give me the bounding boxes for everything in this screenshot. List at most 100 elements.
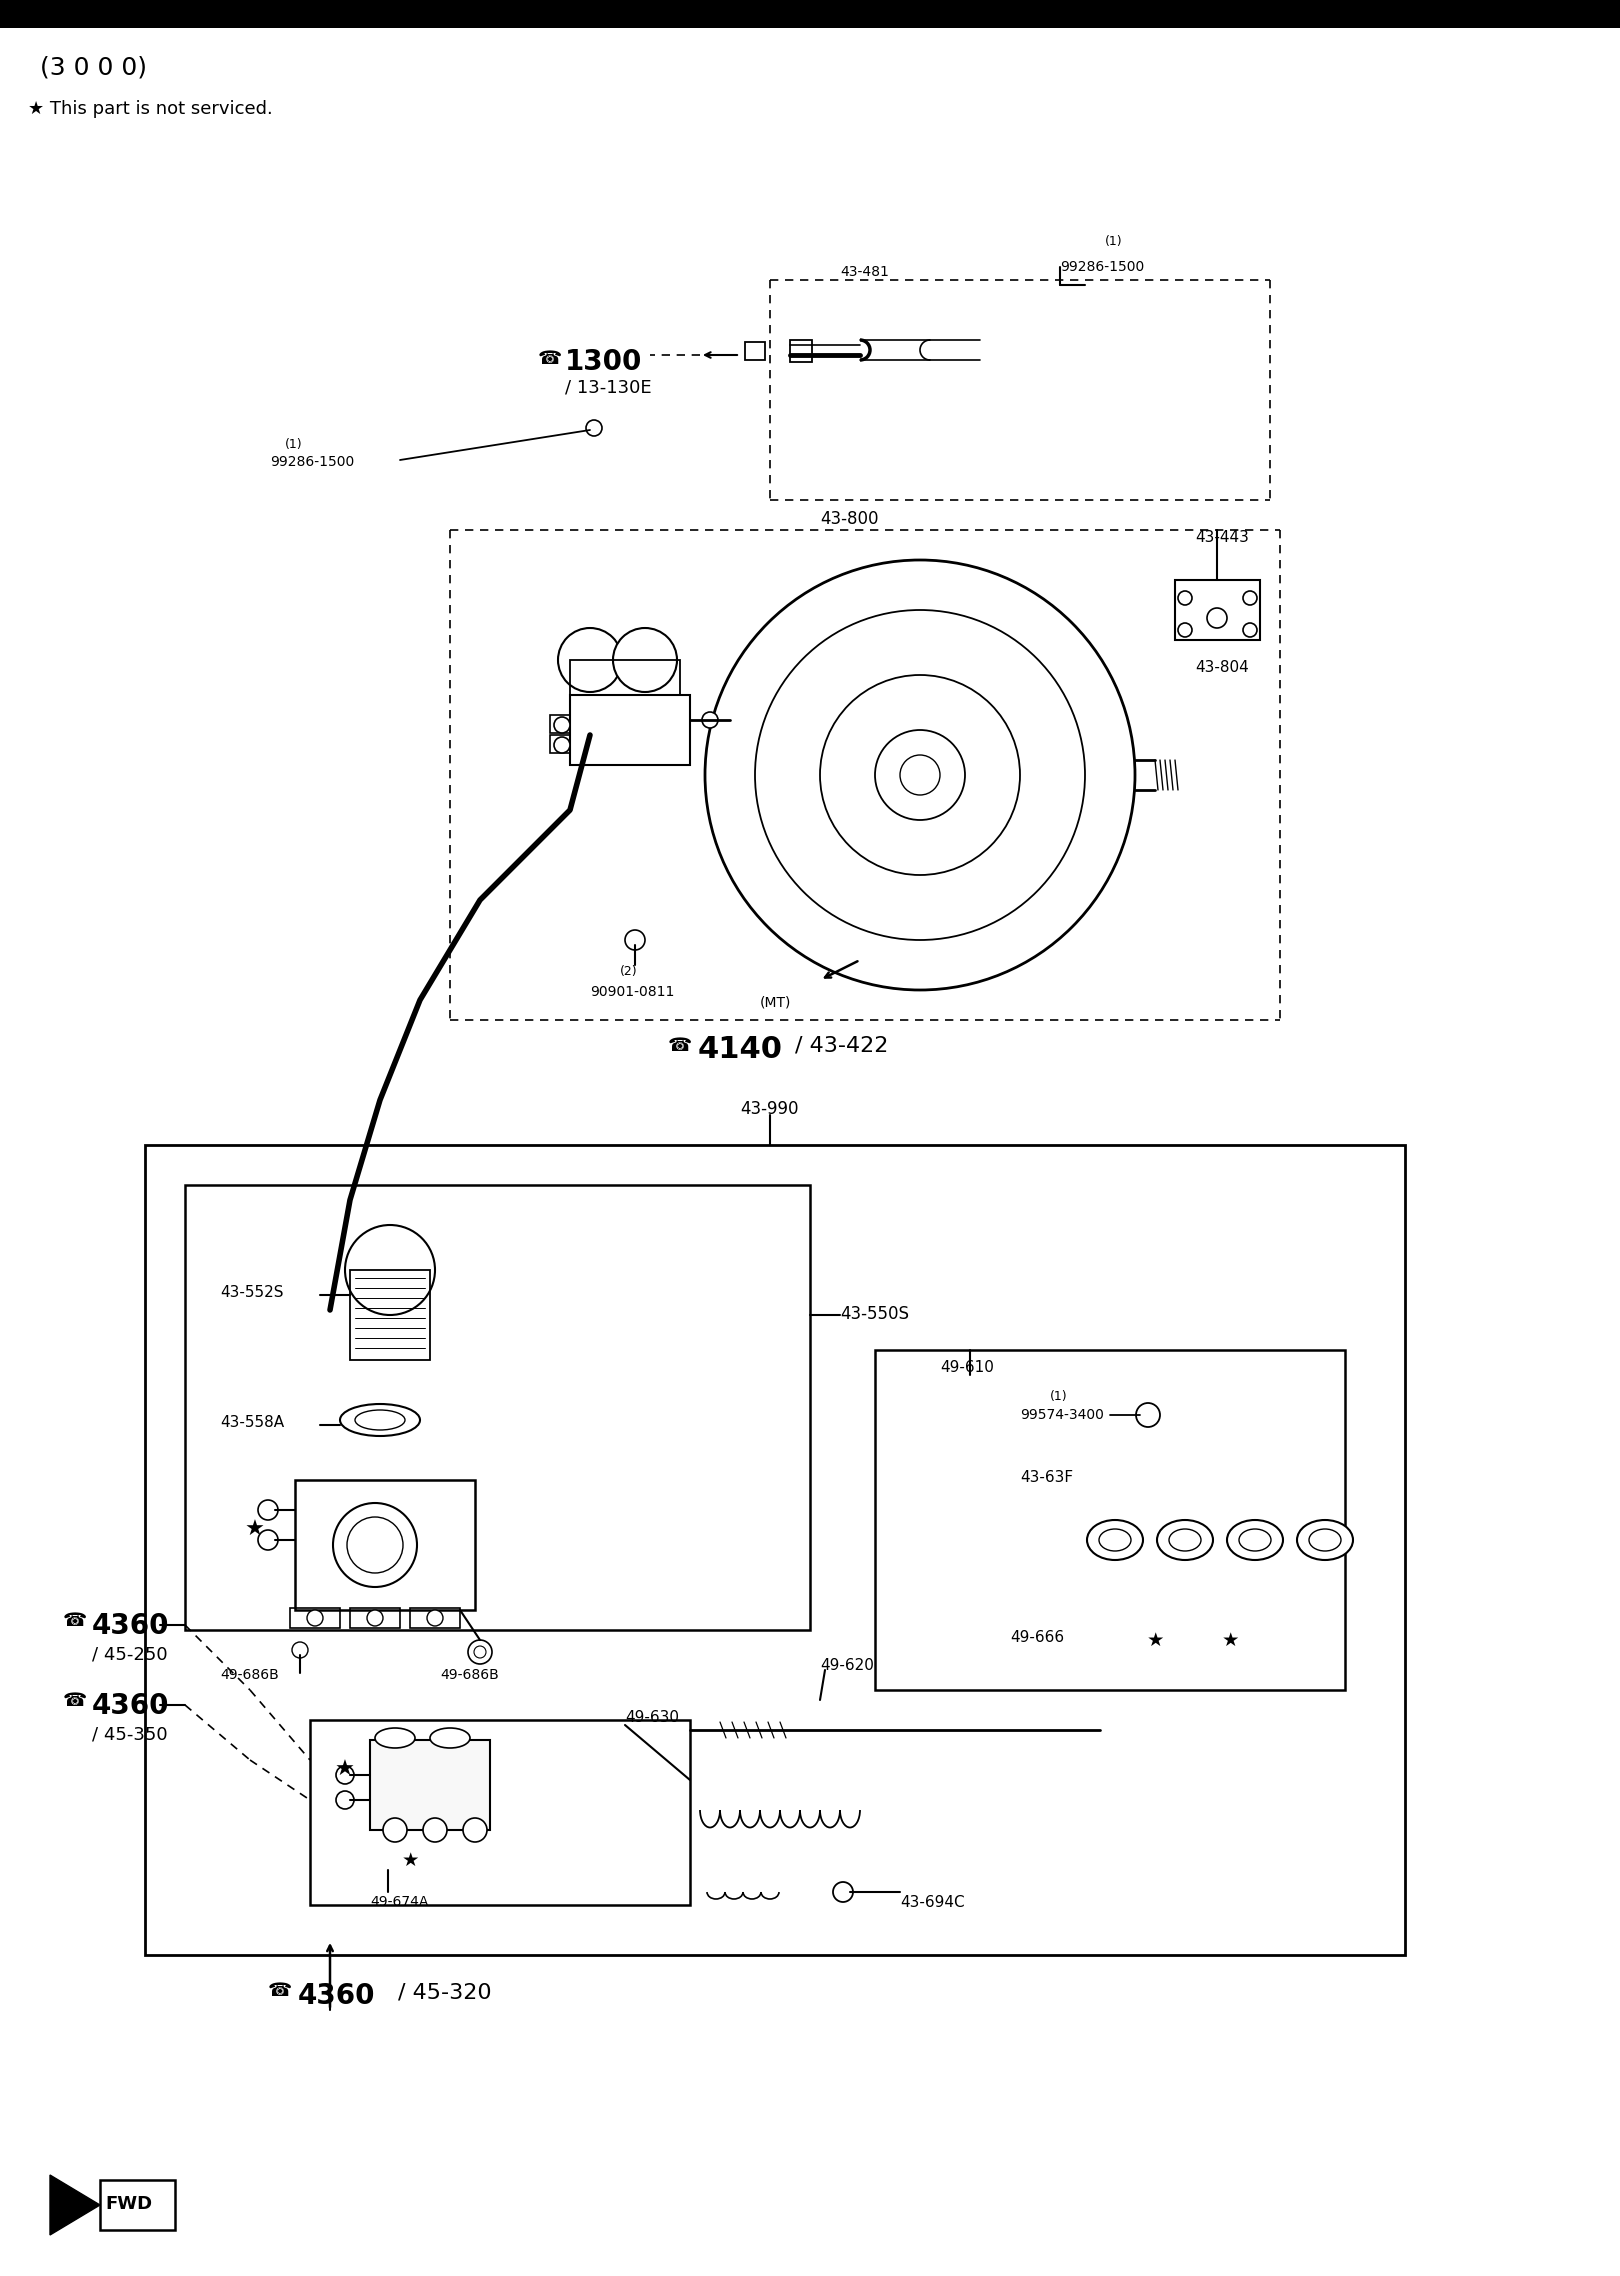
Bar	[1174, 580, 1260, 640]
Circle shape	[335, 1766, 355, 1784]
Circle shape	[423, 1819, 447, 1841]
Ellipse shape	[1087, 1520, 1144, 1559]
Bar	[100, 2180, 175, 2230]
Bar	[875, 1350, 1345, 1691]
Text: ☎: ☎	[667, 1036, 692, 1054]
Ellipse shape	[429, 1727, 470, 1748]
Circle shape	[1136, 1402, 1160, 1427]
Bar	[290, 1609, 340, 1627]
Bar	[350, 1270, 429, 1361]
Text: 4360: 4360	[92, 1691, 170, 1721]
Text: ★: ★	[1221, 1630, 1239, 1650]
Text: 43-552S: 43-552S	[220, 1286, 284, 1300]
Ellipse shape	[1226, 1520, 1283, 1559]
Circle shape	[705, 560, 1136, 990]
Text: 99286-1500: 99286-1500	[1059, 259, 1144, 273]
Circle shape	[292, 1641, 308, 1657]
Text: / 45-320: / 45-320	[399, 1982, 491, 2003]
Text: 43-63F: 43-63F	[1021, 1470, 1072, 1484]
Text: 4360: 4360	[92, 1611, 170, 1641]
Bar	[309, 1721, 690, 1905]
Text: 43-550S: 43-550S	[841, 1304, 909, 1322]
Bar	[0, 0, 1620, 27]
Circle shape	[428, 1609, 442, 1625]
Circle shape	[1178, 592, 1192, 605]
Circle shape	[875, 731, 966, 819]
Text: 4140: 4140	[698, 1036, 782, 1063]
Circle shape	[368, 1609, 382, 1625]
Text: 43-694C: 43-694C	[901, 1896, 964, 1910]
Ellipse shape	[1170, 1529, 1200, 1550]
Bar	[570, 694, 690, 765]
Ellipse shape	[1157, 1520, 1213, 1559]
Bar	[295, 1479, 475, 1609]
Ellipse shape	[374, 1727, 415, 1748]
Circle shape	[347, 1518, 403, 1573]
Bar	[350, 1609, 400, 1627]
Ellipse shape	[340, 1404, 420, 1436]
Circle shape	[258, 1500, 279, 1520]
Text: 43-443: 43-443	[1196, 530, 1249, 544]
Text: 90901-0811: 90901-0811	[590, 986, 674, 999]
Text: ☎: ☎	[63, 1691, 87, 1709]
Circle shape	[468, 1641, 492, 1664]
Text: (1): (1)	[1105, 234, 1123, 248]
Circle shape	[586, 421, 603, 437]
Circle shape	[335, 1791, 355, 1809]
Text: 43-481: 43-481	[841, 264, 889, 280]
Circle shape	[258, 1529, 279, 1550]
Text: 43-558A: 43-558A	[220, 1416, 284, 1429]
Circle shape	[554, 717, 570, 733]
Text: / 45-250: / 45-250	[92, 1646, 167, 1664]
Bar	[146, 1145, 1405, 1955]
Text: 99574-3400: 99574-3400	[1021, 1409, 1103, 1422]
Bar	[745, 341, 765, 360]
Text: 49-686B: 49-686B	[220, 1668, 279, 1682]
Text: / 45-350: / 45-350	[92, 1725, 167, 1743]
Bar	[551, 715, 570, 733]
Text: 43-990: 43-990	[740, 1099, 799, 1118]
Circle shape	[755, 610, 1085, 940]
Text: 43-800: 43-800	[820, 510, 878, 528]
Circle shape	[308, 1609, 322, 1625]
Text: 49-674A: 49-674A	[369, 1896, 428, 1910]
Ellipse shape	[355, 1411, 405, 1429]
Bar	[551, 735, 570, 753]
Ellipse shape	[1298, 1520, 1353, 1559]
Circle shape	[345, 1224, 436, 1316]
Bar	[791, 339, 812, 362]
Circle shape	[820, 676, 1021, 874]
Polygon shape	[50, 2176, 100, 2235]
Text: 99286-1500: 99286-1500	[271, 455, 355, 469]
Text: / 43-422: / 43-422	[795, 1036, 888, 1056]
Ellipse shape	[1098, 1529, 1131, 1550]
Circle shape	[1243, 624, 1257, 637]
Circle shape	[701, 712, 718, 728]
Circle shape	[625, 931, 645, 949]
Circle shape	[833, 1882, 854, 1903]
Circle shape	[554, 737, 570, 753]
Circle shape	[382, 1819, 407, 1841]
Text: FWD: FWD	[105, 2194, 152, 2212]
Bar	[410, 1609, 460, 1627]
Text: 49-610: 49-610	[940, 1361, 995, 1375]
Bar	[570, 660, 680, 694]
Text: ★: ★	[402, 1850, 418, 1869]
Ellipse shape	[1239, 1529, 1272, 1550]
Text: 49-630: 49-630	[625, 1709, 679, 1725]
Circle shape	[1243, 592, 1257, 605]
Text: ☎: ☎	[267, 1980, 292, 2001]
Circle shape	[1178, 624, 1192, 637]
Text: 49-686B: 49-686B	[441, 1668, 499, 1682]
Bar	[185, 1186, 810, 1630]
Text: (1): (1)	[285, 437, 303, 451]
Circle shape	[463, 1819, 488, 1841]
Text: 49-666: 49-666	[1009, 1630, 1064, 1646]
Circle shape	[901, 756, 940, 794]
Text: ☎: ☎	[538, 348, 562, 366]
Circle shape	[334, 1502, 416, 1586]
Text: 4360: 4360	[298, 1982, 376, 2010]
Text: ☎: ☎	[63, 1611, 87, 1630]
Text: ★: ★	[245, 1520, 266, 1541]
Ellipse shape	[1309, 1529, 1341, 1550]
